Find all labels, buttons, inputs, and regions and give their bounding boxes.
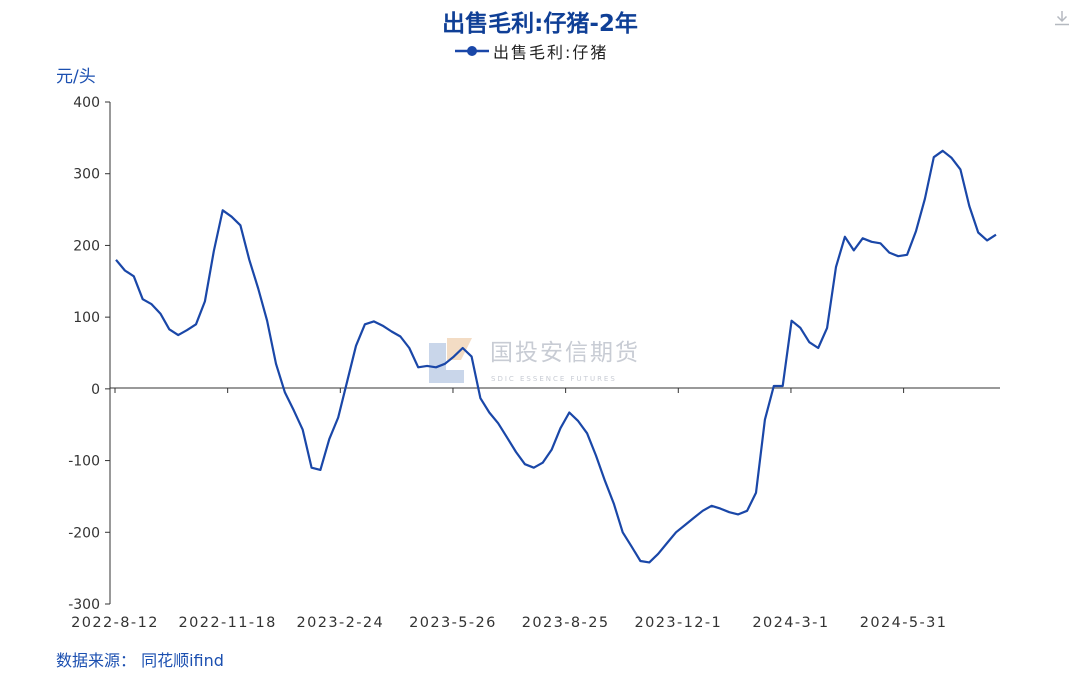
- x-tick-label: 2023-12-1: [634, 615, 722, 631]
- x-tick-label: 2022-11-18: [179, 615, 277, 631]
- source-note: 数据来源： 同花顺ifind: [56, 651, 224, 670]
- watermark-subtext: SDIC ESSENCE FUTURES: [491, 375, 617, 383]
- y-tick-label: 300: [73, 167, 100, 183]
- chart-title: 出售毛利:仔猪-2年: [442, 11, 638, 37]
- y-tick-label: 200: [73, 238, 100, 254]
- y-axis-unit-label: 元/头: [56, 67, 96, 87]
- x-tick-label: 2023-2-24: [296, 615, 384, 631]
- y-tick-label: -100: [68, 454, 100, 470]
- y-tick-label: -200: [68, 525, 100, 541]
- company-logo-icon: [429, 338, 472, 383]
- x-tick-label: 2024-3-1: [752, 615, 829, 631]
- legend-swatch-icon: [455, 46, 489, 56]
- series-line-pig-margin: [115, 149, 997, 564]
- x-tick-label: 2023-5-26: [409, 615, 497, 631]
- y-tick-label: 0: [91, 382, 100, 398]
- y-tick-label: -300: [68, 597, 100, 613]
- x-tick-label: 2022-8-12: [71, 615, 159, 631]
- download-icon[interactable]: [1052, 8, 1072, 28]
- y-tick-label: 100: [73, 310, 100, 326]
- legend: 出售毛利:仔猪: [455, 39, 608, 63]
- watermark-text: 国投安信期货: [490, 340, 640, 366]
- legend-label: 出售毛利:仔猪: [493, 43, 609, 62]
- x-tick-label: 2024-5-31: [860, 615, 948, 631]
- x-tick-label: 2023-8-25: [522, 615, 610, 631]
- watermark: 国投安信期货 SDIC ESSENCE FUTURES: [429, 338, 640, 383]
- y-tick-label: 400: [73, 95, 100, 111]
